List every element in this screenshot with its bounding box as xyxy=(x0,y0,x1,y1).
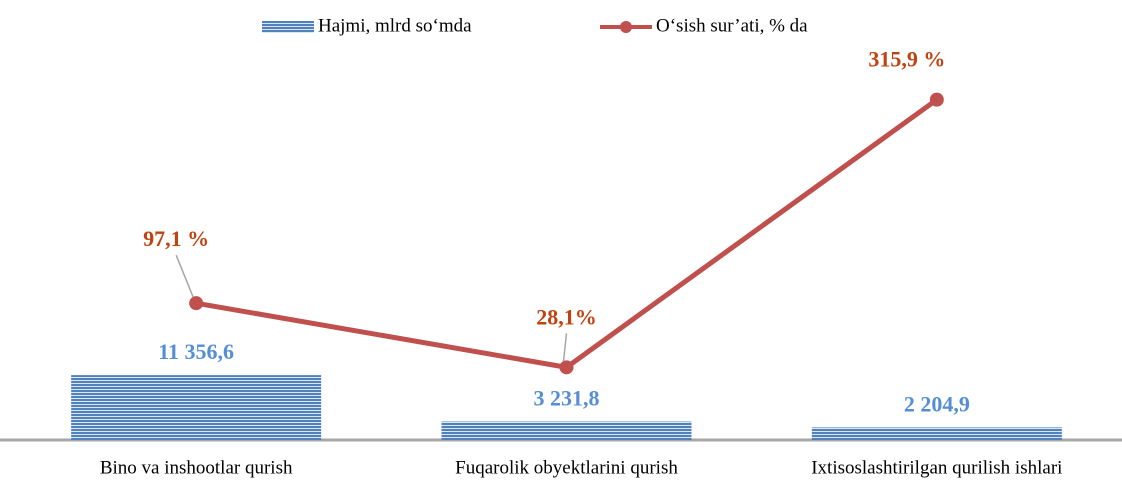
x-tick-label: Ixtisoslashtirilgan qurilish ishlari xyxy=(811,457,1062,478)
bar xyxy=(71,375,322,440)
leader-line xyxy=(562,333,568,362)
data-label: 315,9 % xyxy=(868,47,945,72)
data-label: 28,1% xyxy=(536,304,597,329)
legend-label: O‘sish sur’ati, % da xyxy=(656,15,808,36)
data-label: 3 231,8 xyxy=(534,386,600,411)
line-point xyxy=(559,360,574,375)
bar xyxy=(811,427,1062,440)
legend-label: Hajmi, mlrd so‘mda xyxy=(318,15,472,36)
data-label: 97,1 % xyxy=(143,226,209,251)
data-label: 2 204,9 xyxy=(904,391,970,416)
legend-swatch xyxy=(620,21,632,33)
line-point xyxy=(189,296,204,311)
bar xyxy=(441,421,692,440)
legend-swatch xyxy=(262,21,314,33)
x-tick-label: Fuqarolik obyektlarini qurish xyxy=(455,457,678,478)
line-point xyxy=(929,92,944,107)
leader-line xyxy=(175,254,194,298)
x-tick-label: Bino va inshootlar qurish xyxy=(100,457,293,478)
data-label: 11 356,6 xyxy=(158,339,234,364)
